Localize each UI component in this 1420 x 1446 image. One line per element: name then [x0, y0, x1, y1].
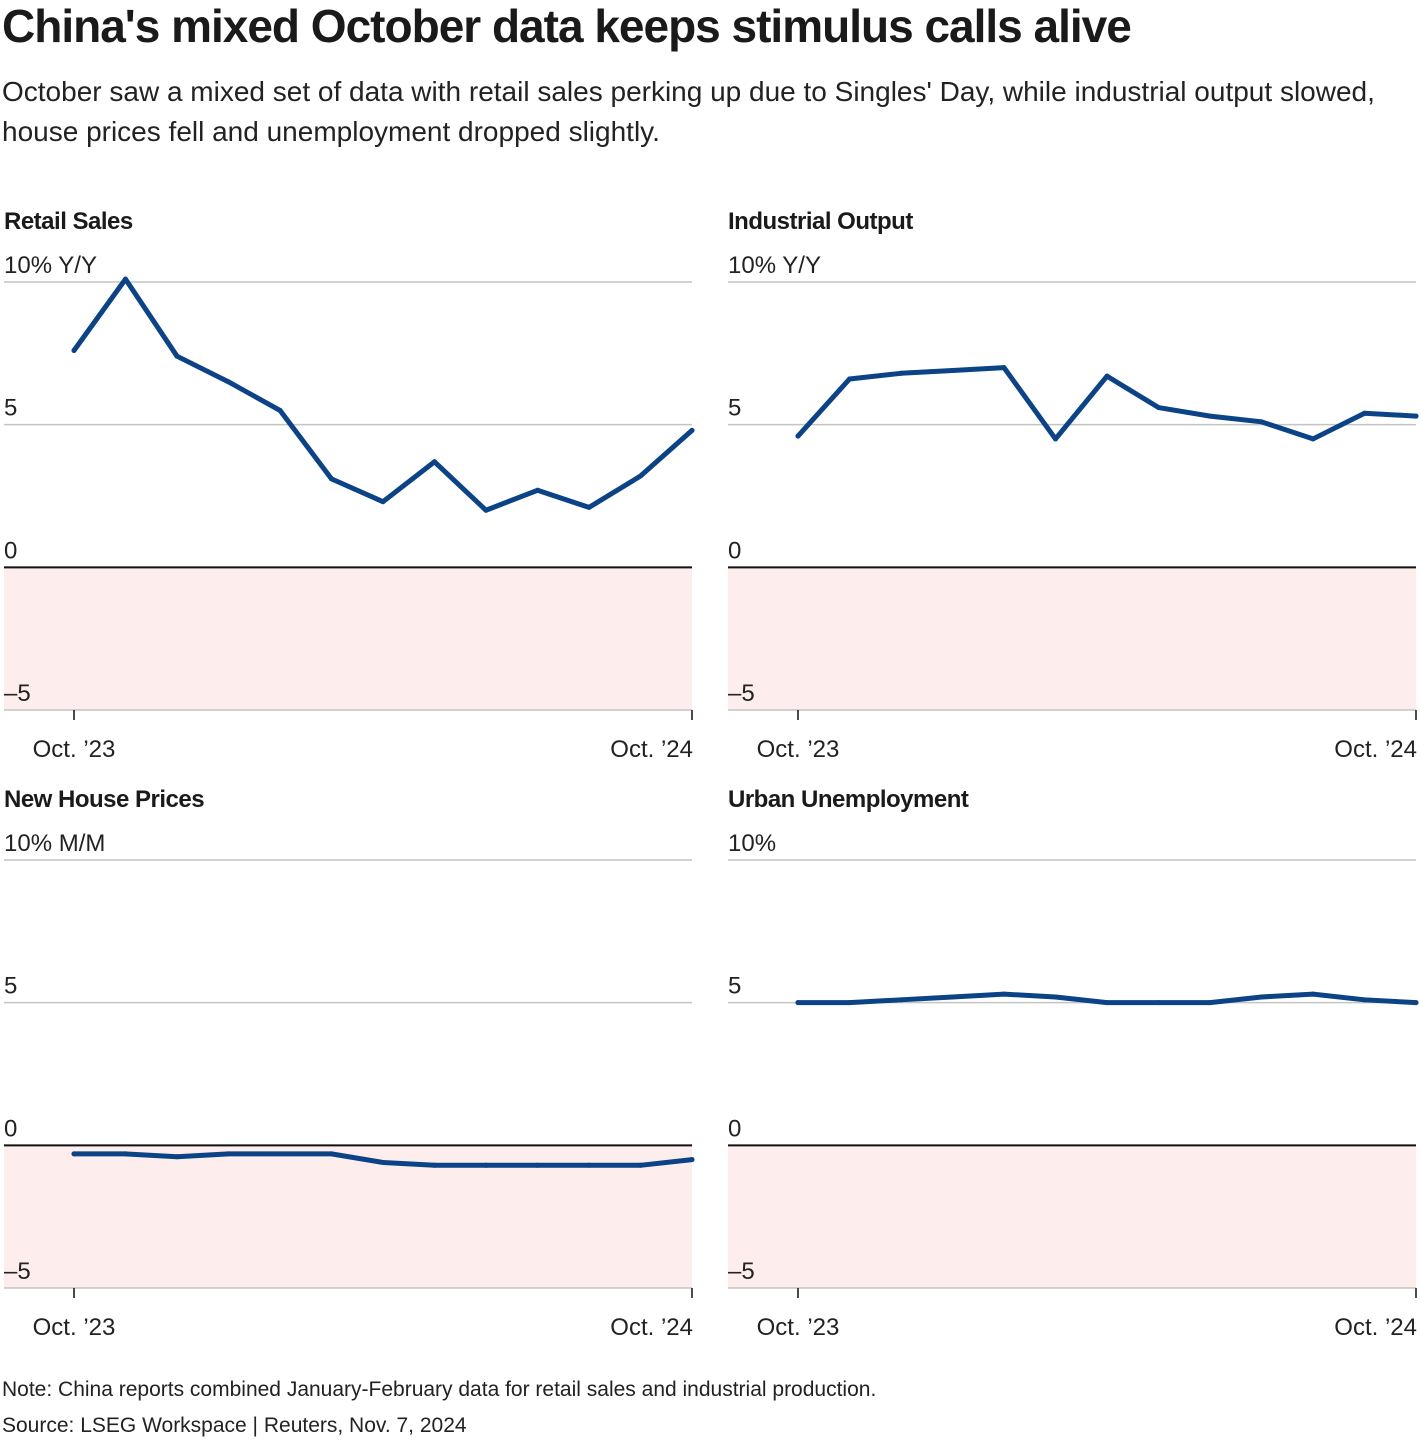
data-point — [795, 433, 801, 439]
y-tick-label: 0 — [728, 1115, 741, 1142]
y-tick-label: 5 — [4, 395, 17, 422]
data-point — [950, 367, 955, 373]
x-tick-label: Oct. ’24 — [610, 736, 693, 763]
y-tick-label: –5 — [728, 1258, 755, 1285]
data-point — [535, 1162, 540, 1168]
data-point — [226, 379, 231, 385]
data-point — [795, 1000, 801, 1006]
panel-industrial-output: Industrial Output 10% Y/Y 5 0 –5 Oct. ’23 Oct… — [724, 208, 1420, 778]
x-tick-label: Oct. ’24 — [1334, 736, 1417, 763]
data-point — [1310, 436, 1316, 442]
data-point — [847, 1000, 852, 1006]
negative-region — [728, 567, 1416, 710]
data-point — [1001, 365, 1007, 371]
data-point — [1104, 373, 1110, 379]
data-point — [483, 1162, 489, 1168]
chart-title: China's mixed October data keeps stimulu… — [2, 0, 1132, 52]
data-point — [432, 1162, 437, 1168]
y-tick-label: 5 — [728, 395, 741, 422]
retail-sales-chart: 10% Y/Y 5 0 –5 Oct. ’23 Oct. ’24 — [4, 252, 695, 763]
y-tick-label: 5 — [728, 973, 741, 1000]
data-point — [898, 370, 904, 376]
data-point — [689, 1157, 695, 1163]
y-tick-label: 0 — [4, 1115, 17, 1142]
panel-title: New House Prices — [4, 786, 205, 813]
data-point — [1413, 413, 1419, 419]
x-tick-label: Oct. ’24 — [1334, 1314, 1417, 1341]
series-line — [71, 276, 695, 513]
data-point — [950, 994, 955, 1000]
data-point — [1053, 436, 1058, 442]
data-point — [277, 407, 283, 413]
data-point — [380, 1159, 386, 1165]
data-point — [638, 473, 643, 479]
data-point — [226, 1151, 231, 1157]
y-tick-label: –5 — [4, 680, 31, 707]
data-point — [1156, 405, 1161, 411]
y-tick-label: 0 — [4, 537, 17, 564]
data-point — [71, 1151, 77, 1157]
data-point — [483, 507, 489, 513]
panel-retail-sales: Retail Sales 10% Y/Y 5 0 –5 Oct. ’23 Oct. ’24 — [0, 208, 700, 778]
footnote: Note: China reports combined January-Feb… — [2, 1378, 877, 1401]
data-point — [1310, 991, 1316, 997]
negative-region — [4, 1145, 692, 1288]
data-point — [1259, 994, 1264, 1000]
x-tick-label: Oct. ’23 — [33, 1314, 116, 1341]
data-point — [847, 376, 852, 382]
data-point — [329, 1151, 334, 1157]
data-point — [123, 1151, 128, 1157]
data-point — [1259, 419, 1264, 425]
panel-title: Urban Unemployment — [728, 786, 969, 813]
data-point — [689, 427, 695, 433]
chart-subtitle: October saw a mixed set of data with ret… — [2, 76, 1375, 147]
x-tick-label: Oct. ’23 — [757, 736, 840, 763]
x-tick-label: Oct. ’24 — [610, 1314, 693, 1341]
data-point — [586, 504, 592, 510]
data-point — [123, 276, 128, 282]
data-point — [71, 347, 77, 353]
new-house-prices-chart: 10% M/M 5 0 –5 Oct. ’23 Oct. ’24 — [4, 830, 695, 1341]
x-tick-label: Oct. ’23 — [33, 736, 116, 763]
data-point — [277, 1151, 283, 1157]
panel-new-house-prices: New House Prices 10% M/M 5 0 –5 Oct. ’23 Oct.… — [0, 786, 700, 1356]
data-point — [1001, 991, 1007, 997]
data-point — [1207, 1000, 1213, 1006]
data-point — [638, 1162, 643, 1168]
panel-urban-unemployment: Urban Unemployment 10% 5 0 –5 Oct. ’23 Oct. ’… — [724, 786, 1420, 1356]
y-tick-label: 0 — [728, 537, 741, 564]
data-point — [1362, 997, 1367, 1003]
data-point — [1207, 413, 1213, 419]
x-tick-label: Oct. ’23 — [757, 1314, 840, 1341]
data-point — [1413, 1000, 1419, 1006]
data-point — [432, 459, 437, 465]
panel-title: Retail Sales — [4, 208, 133, 235]
y-tick-label: 5 — [4, 973, 17, 1000]
negative-region — [728, 1145, 1416, 1288]
panel-title: Industrial Output — [728, 208, 913, 235]
data-point — [174, 353, 180, 359]
y-tick-label: –5 — [728, 680, 755, 707]
data-point — [1362, 410, 1367, 416]
y-tick-label: –5 — [4, 1258, 31, 1285]
y-tick-label: 10% Y/Y — [728, 252, 821, 279]
y-tick-label: 10% Y/Y — [4, 252, 97, 279]
data-point — [898, 997, 904, 1003]
data-point — [329, 476, 334, 482]
urban-unemployment-chart: 10% 5 0 –5 Oct. ’23 Oct. ’24 — [728, 830, 1419, 1341]
data-point — [586, 1162, 592, 1168]
negative-region — [4, 567, 692, 710]
source-line: Source: LSEG Workspace | Reuters, Nov. 7… — [2, 1414, 467, 1437]
data-point — [1104, 1000, 1110, 1006]
data-point — [1156, 1000, 1161, 1006]
y-tick-label: 10% — [728, 830, 776, 857]
data-point — [174, 1154, 180, 1160]
data-point — [535, 487, 540, 493]
industrial-output-chart: 10% Y/Y 5 0 –5 Oct. ’23 Oct. ’24 — [728, 252, 1419, 763]
y-tick-label: 10% M/M — [4, 830, 105, 857]
data-point — [1053, 994, 1058, 1000]
data-point — [380, 499, 386, 505]
